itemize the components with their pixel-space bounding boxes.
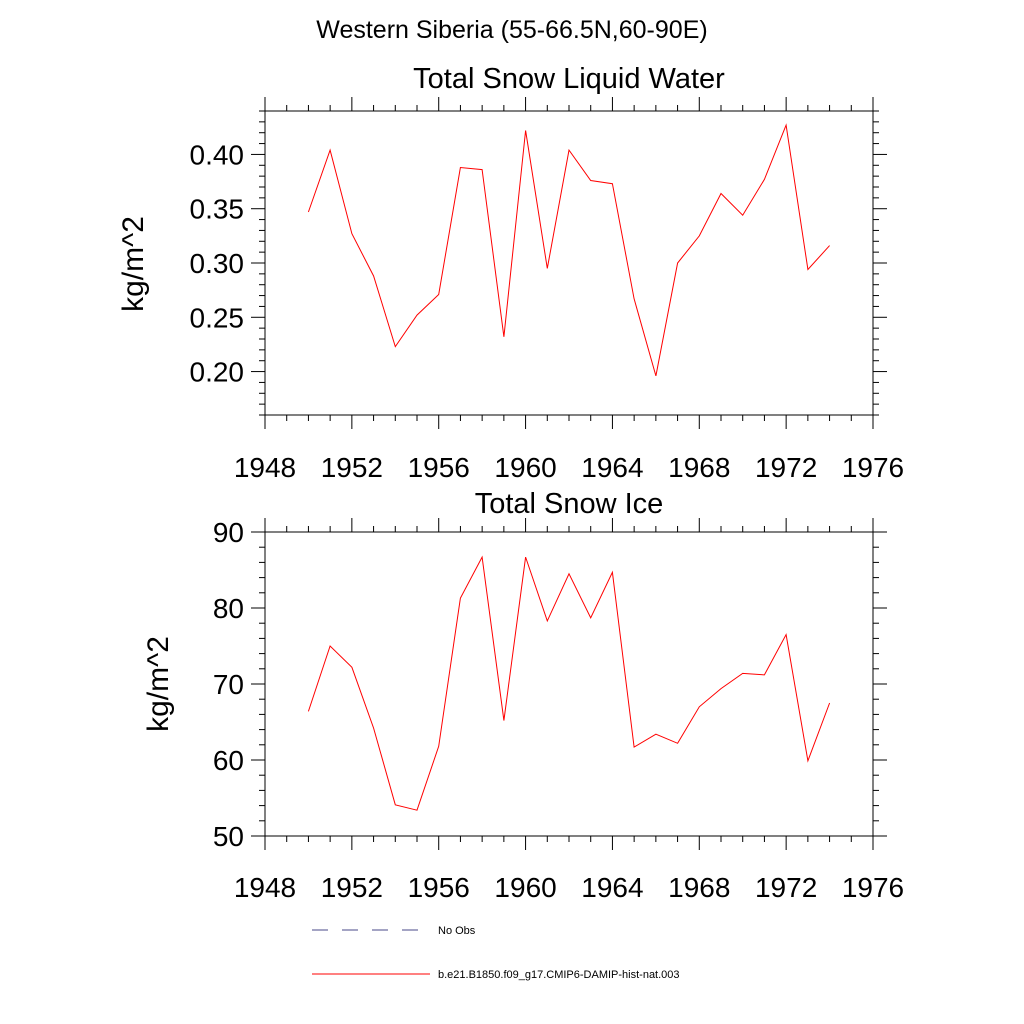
tick-labels-liquid-water: 1948 1952 1956 1960 1964 1968 1972 1976 0.20 0.25… <box>190 139 905 483</box>
tick-labels-snow-ice: 1948 1952 1956 1960 1964 1968 1972 1976 50 60 70 80… <box>213 517 904 903</box>
panel-title-liquid-water: Total Snow Liquid Water <box>413 63 725 95</box>
ticks-snow-ice <box>251 518 887 850</box>
y-tick-label: 0.40 <box>190 139 245 170</box>
series-liquid-water <box>307 123 830 377</box>
panel-liquid-water: Total Snow Liquid Water kg/m^2 1948 1952 1… <box>117 63 904 483</box>
x-tick-label: 1964 <box>581 452 643 483</box>
plot-frame-snow-ice <box>264 531 874 837</box>
legend-label-no-obs: No Obs <box>438 925 476 937</box>
x-tick-label: 1976 <box>842 872 904 903</box>
y-tick-label: 50 <box>213 821 244 852</box>
x-tick-label: 1956 <box>408 872 470 903</box>
x-tick-label: 1960 <box>494 872 556 903</box>
y-tick-label: 90 <box>213 517 244 548</box>
x-tick-label: 1964 <box>581 872 643 903</box>
figure-suptitle: Western Siberia (55-66.5N,60-90E) <box>316 16 708 44</box>
ticks-liquid-water <box>251 97 887 429</box>
y-tick-label: 60 <box>213 745 244 776</box>
plot-frame-liquid-water <box>264 110 874 416</box>
ylabel-liquid-water: kg/m^2 <box>117 216 150 312</box>
x-tick-label: 1952 <box>321 872 383 903</box>
x-tick-label: 1956 <box>408 452 470 483</box>
x-tick-label: 1948 <box>234 872 296 903</box>
x-tick-label: 1952 <box>321 452 383 483</box>
x-tick-label: 1960 <box>494 452 556 483</box>
x-tick-label: 1948 <box>234 452 296 483</box>
ylabel-snow-ice: kg/m^2 <box>142 636 175 732</box>
legend: No Obs b.e21.B1850.f09_g17.CMIP6-DAMIP-h… <box>312 925 680 981</box>
legend-label-model: b.e21.B1850.f09_g17.CMIP6-DAMIP-hist-nat… <box>438 969 680 981</box>
series-snow-ice <box>307 555 831 811</box>
x-tick-label: 1968 <box>668 872 730 903</box>
x-tick-label: 1972 <box>755 452 817 483</box>
x-tick-label: 1972 <box>755 872 817 903</box>
y-tick-label: 0.20 <box>190 357 245 388</box>
panel-title-snow-ice: Total Snow Ice <box>475 488 664 520</box>
y-tick-label: 0.25 <box>190 302 245 333</box>
y-tick-label: 0.30 <box>190 248 245 279</box>
x-tick-label: 1968 <box>668 452 730 483</box>
y-tick-label: 70 <box>213 669 244 700</box>
y-tick-label: 0.35 <box>190 194 245 225</box>
series-line <box>307 123 830 377</box>
series-line <box>307 555 831 811</box>
panel-snow-ice: Total Snow Ice kg/m^2 1948 1952 1956 1960 19… <box>142 488 904 903</box>
x-tick-label: 1976 <box>842 452 904 483</box>
y-tick-label: 80 <box>213 593 244 624</box>
